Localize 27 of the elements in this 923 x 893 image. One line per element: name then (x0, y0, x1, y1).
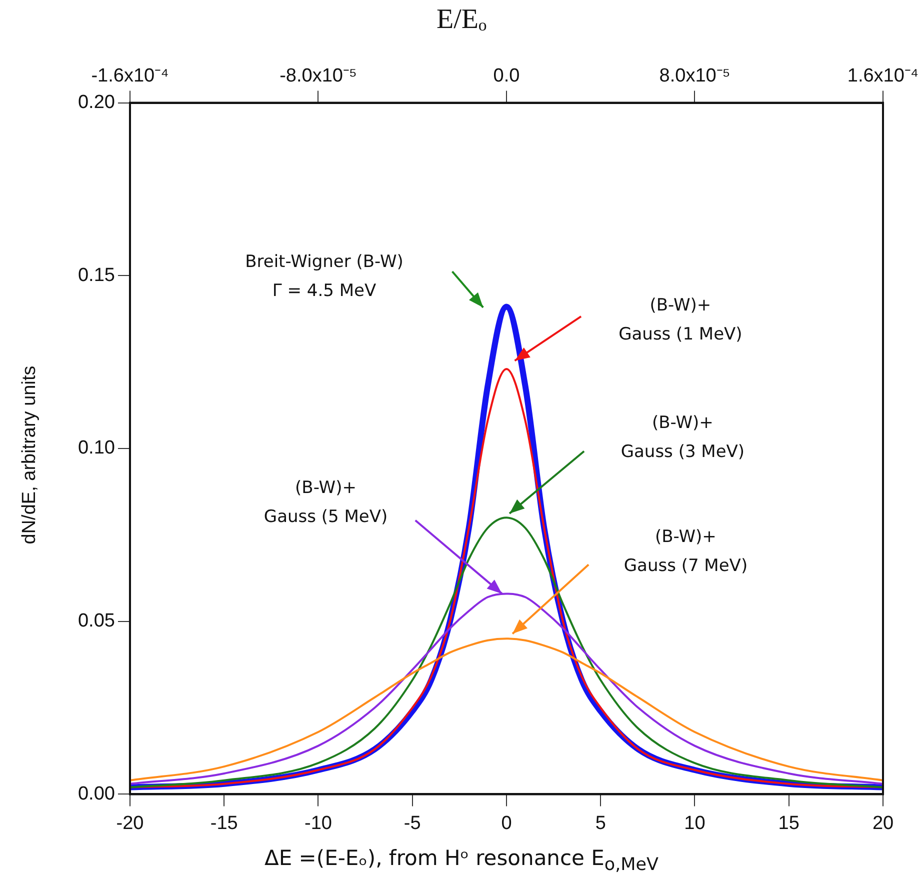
x-tick-label: 20 (872, 812, 894, 834)
x-tick-label: -15 (210, 812, 238, 834)
y-tick-label: 0.15 (78, 264, 115, 286)
annotation: Breit-Wigner (B-W) Γ = 4.5 MeV (245, 252, 404, 301)
y-tick-label: 0.20 (78, 92, 115, 114)
x2-tick-label: 8.0x10⁻⁵ (659, 66, 730, 87)
x-tick-label: 15 (778, 812, 800, 834)
annotation: (B-W)+ Gauss (3 MeV) (620, 413, 745, 462)
x-axis-title: ΔE =(E-Eₒ), from Hᵒ resonance E$_{o,MeV}$ (263, 846, 660, 876)
x-tick-label: -10 (304, 812, 332, 834)
y-tick-label: 0.00 (78, 783, 115, 804)
x2-tick-label: -8.0x10⁻⁵ (280, 66, 357, 87)
y-tick-label: 0.05 (78, 610, 115, 632)
x2-tick-label: -1.6x10⁻⁴ (91, 66, 169, 87)
annotation: (B-W)+ Gauss (7 MeV) (624, 527, 748, 576)
x-tick-label: -20 (116, 812, 144, 834)
annotation: (B-W)+ Gauss (1 MeV) (618, 296, 742, 345)
x-tick-label: -5 (404, 812, 421, 834)
annotation: (B-W)+ Gauss (5 MeV) (264, 478, 388, 528)
y-tick-label: 0.10 (78, 438, 115, 459)
x-tick-label: 5 (595, 812, 606, 834)
x2-tick-label: 0.0 (493, 66, 520, 87)
x-tick-label: 0 (501, 812, 512, 834)
x-tick-label: 10 (684, 812, 706, 834)
x2-axis-title: E/Eₒ (435, 4, 488, 36)
y-axis-title: dN/dE, arbitrary units (19, 366, 41, 544)
x2-tick-label: 1.6x10⁻⁴ (847, 66, 919, 87)
